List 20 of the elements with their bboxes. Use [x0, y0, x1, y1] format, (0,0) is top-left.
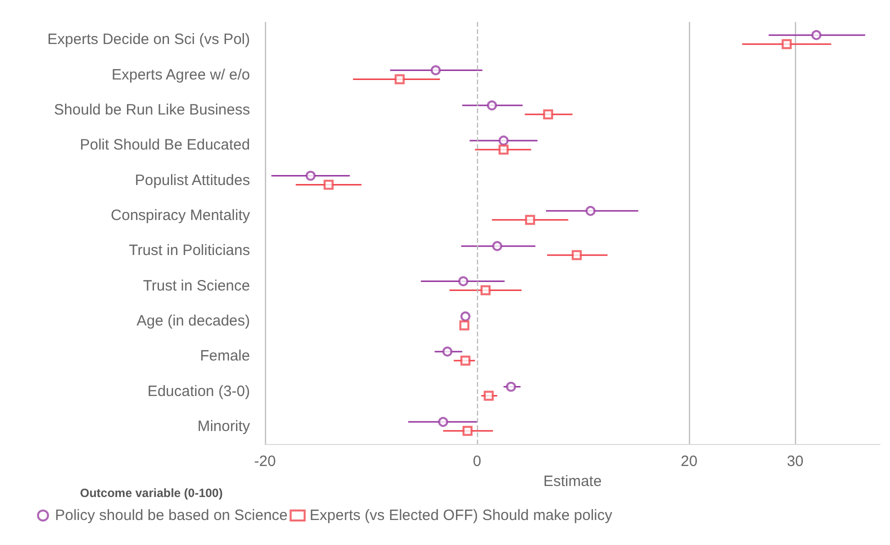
y-tick-label: Trust in Politicians	[128, 242, 250, 260]
x-axis-title: Estimate	[543, 473, 602, 490]
y-tick-label: Female	[200, 348, 250, 365]
y-tick-label: Conspiracy Mentality	[110, 206, 250, 224]
legend-label: Experts (vs Elected OFF) Should make policy	[310, 507, 613, 524]
y-tick-label: Minority	[197, 418, 250, 435]
y-tick-label: Experts Decide on Sci (vs Pol)	[47, 31, 250, 48]
x-tick-label: 30	[786, 453, 804, 470]
y-tick-label: Should be Run Like Business	[54, 101, 250, 118]
y-tick-label: Polit Should Be Educated	[80, 136, 250, 154]
legend-title: Outcome variable (0-100)	[80, 486, 223, 500]
legend-label: Policy should be based on Science	[55, 507, 288, 524]
y-tick-label: Age (in decades)	[136, 312, 250, 330]
x-tick-label: 20	[680, 453, 698, 470]
y-tick-label: Experts Agree w/ e/o	[112, 66, 250, 84]
y-tick-label: Trust in Science	[143, 277, 250, 294]
x-tick-label: -20	[254, 453, 276, 470]
y-tick-label: Education (3-0)	[147, 382, 250, 400]
x-tick-label: 0	[472, 453, 482, 470]
y-tick-label: Populist Attitudes	[134, 172, 250, 189]
